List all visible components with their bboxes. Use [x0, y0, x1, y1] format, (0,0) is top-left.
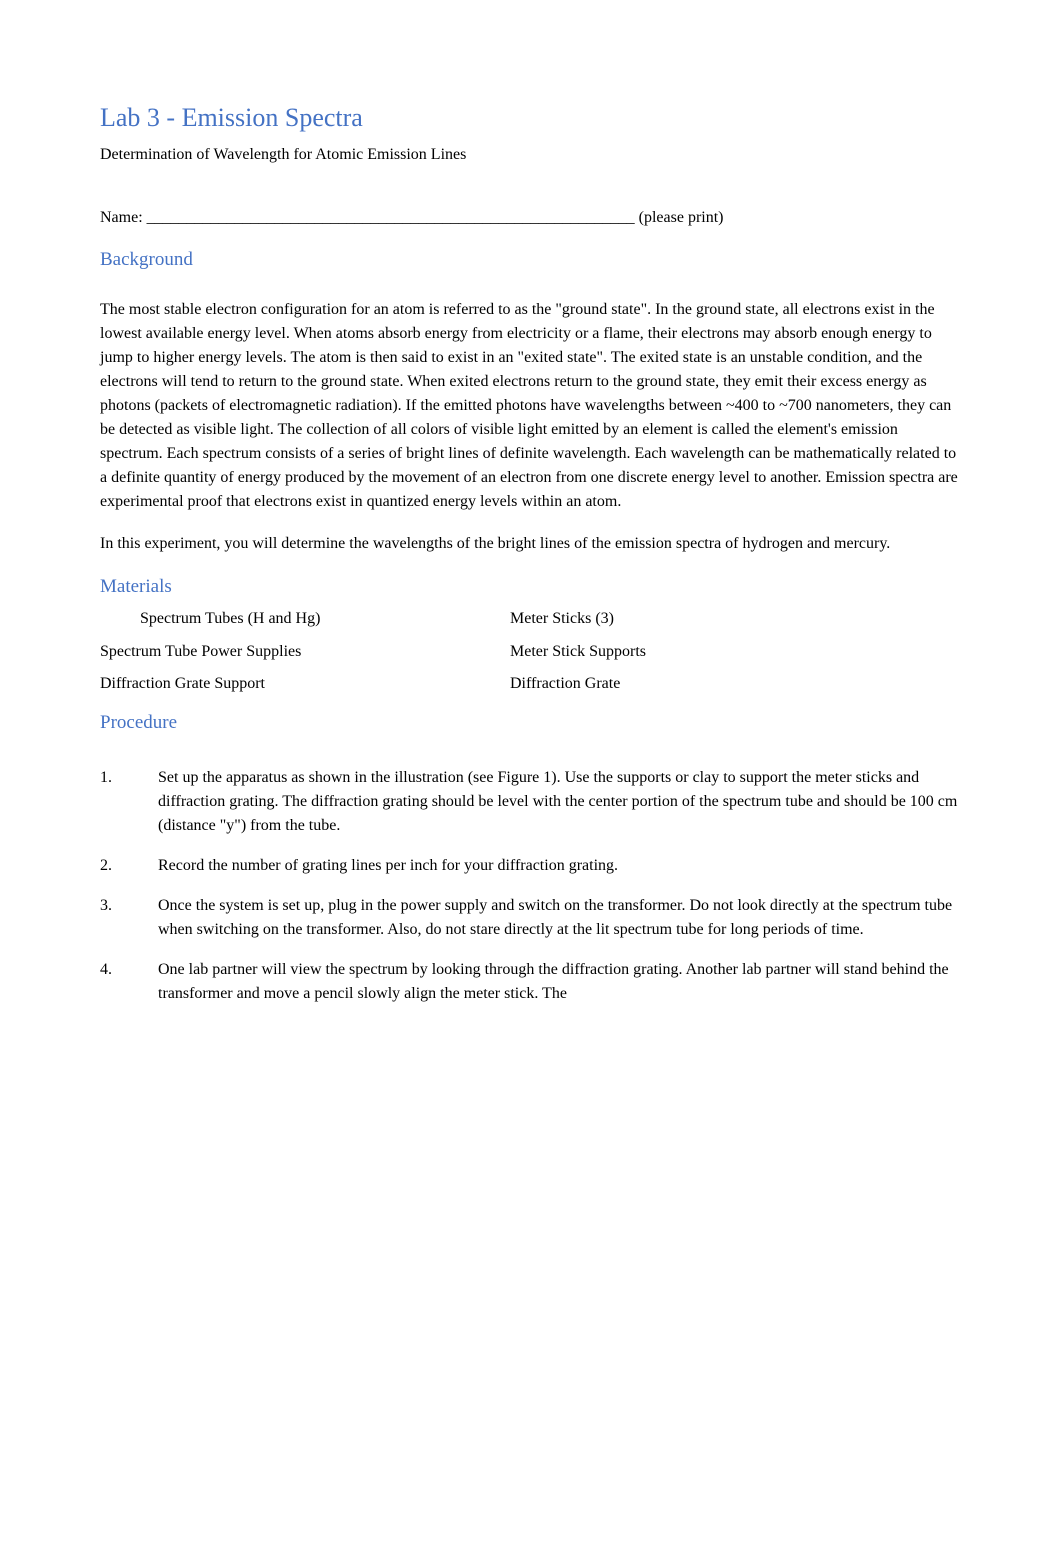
procedure-step-1: 1. Set up the apparatus as shown in the … [100, 766, 962, 838]
procedure-header: Procedure [100, 710, 962, 737]
materials-item-left: Diffraction Grate Support [100, 673, 510, 695]
procedure-text: Once the system is set up, plug in the p… [158, 894, 962, 942]
procedure-text: Record the number of grating lines per i… [158, 854, 962, 878]
materials-row-2: Spectrum Tube Power Supplies Meter Stick… [100, 641, 962, 663]
procedure-step-4: 4. One lab partner will view the spectru… [100, 958, 962, 1006]
materials-item-left: Spectrum Tubes (H and Hg) [100, 608, 510, 630]
procedure-number: 3. [100, 894, 158, 942]
background-para-2: In this experiment, you will determine t… [100, 532, 962, 556]
procedure-number: 4. [100, 958, 158, 1006]
materials-item-right: Diffraction Grate [510, 673, 620, 695]
materials-header: Materials [100, 574, 962, 601]
materials-item-right: Meter Sticks (3) [510, 608, 614, 630]
procedure-step-2: 2. Record the number of grating lines pe… [100, 854, 962, 878]
materials-item-right: Meter Stick Supports [510, 641, 646, 663]
background-para-1: The most stable electron configuration f… [100, 298, 962, 514]
materials-row-3: Diffraction Grate Support Diffraction Gr… [100, 673, 962, 695]
page-subtitle: Determination of Wavelength for Atomic E… [100, 144, 962, 166]
name-fill-line: Name: __________________________________… [100, 207, 962, 229]
procedure-step-3: 3. Once the system is set up, plug in th… [100, 894, 962, 942]
background-header: Background [100, 247, 962, 274]
procedure-text: Set up the apparatus as shown in the ill… [158, 766, 962, 838]
materials-item-left: Spectrum Tube Power Supplies [100, 641, 510, 663]
procedure-number: 2. [100, 854, 158, 878]
page-title: Lab 3 - Emission Spectra [100, 100, 962, 136]
procedure-text: One lab partner will view the spectrum b… [158, 958, 962, 1006]
materials-row-1: Spectrum Tubes (H and Hg) Meter Sticks (… [100, 608, 962, 630]
procedure-number: 1. [100, 766, 158, 838]
